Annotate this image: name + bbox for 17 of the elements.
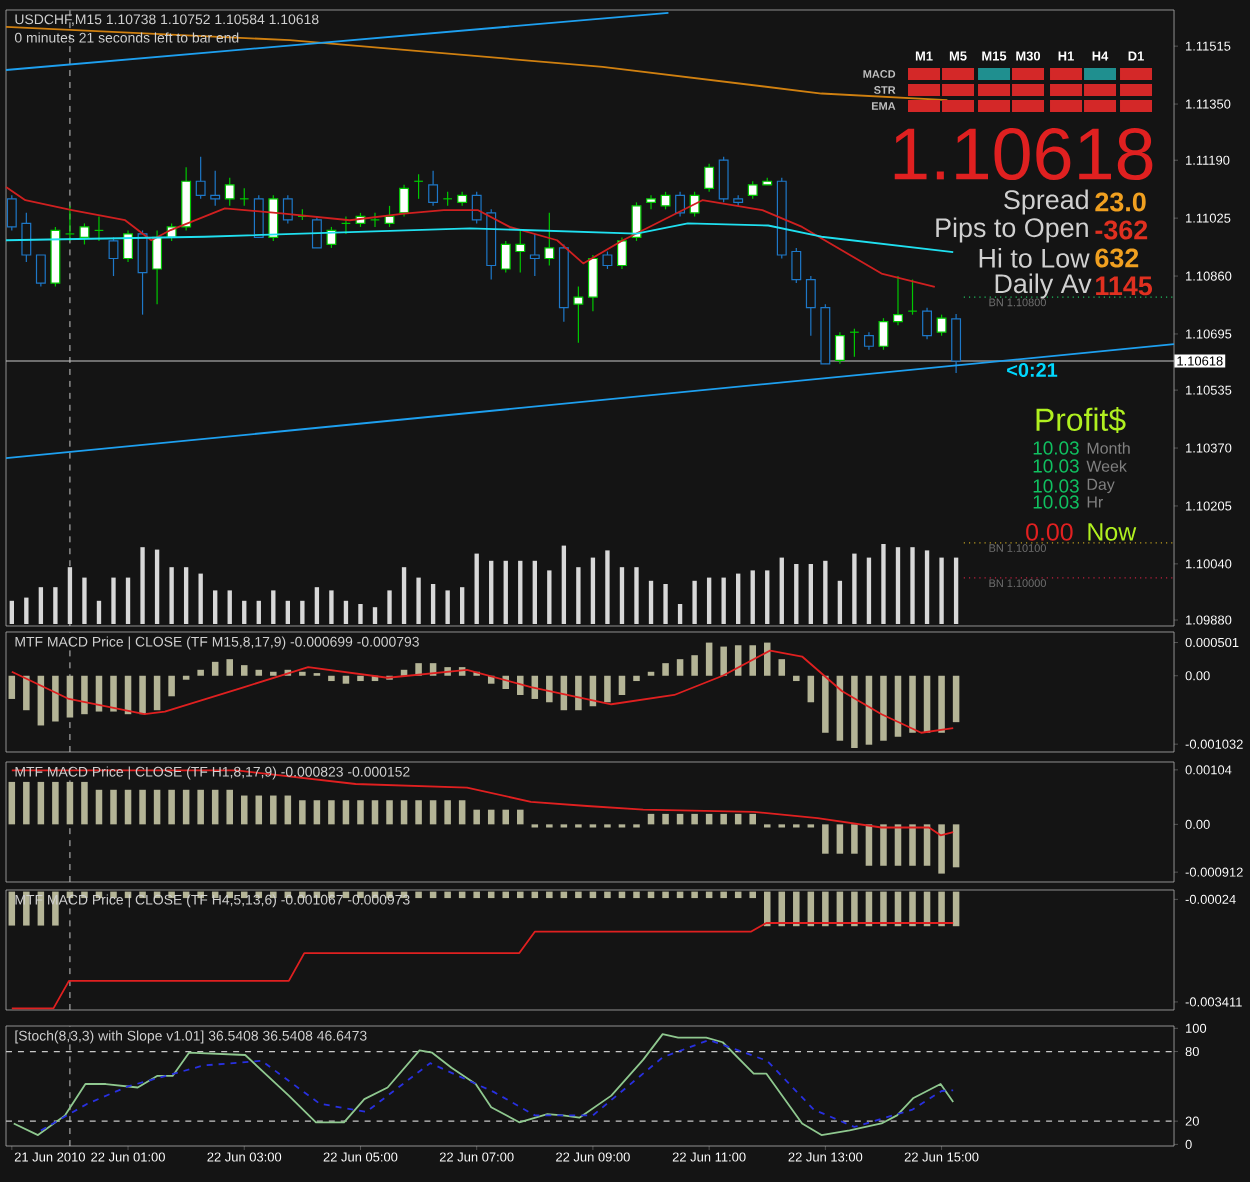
annotation: Profit$ xyxy=(1036,407,1126,433)
annotation: 10.03 xyxy=(1033,441,1079,455)
annotation: Daily Av xyxy=(995,273,1092,299)
annotation: 632 xyxy=(1095,248,1139,268)
annotation: 23.0 xyxy=(1095,192,1146,212)
annotation: Now xyxy=(1088,523,1137,541)
annotation: <0:21 xyxy=(1007,362,1058,378)
annotation: 1.10618 xyxy=(894,127,1153,181)
annotation: -362 xyxy=(1095,220,1148,240)
annotation: 1145 xyxy=(1096,276,1153,296)
annotation: 10.03 xyxy=(1033,479,1079,493)
annotation: 10.03 xyxy=(1033,495,1079,509)
annotation: Hi to Low xyxy=(979,248,1090,268)
annotation: 10.03 xyxy=(1033,459,1079,473)
annotation: Pips to Open xyxy=(936,217,1088,243)
annotation: Spread xyxy=(1004,189,1088,215)
annotation: 0.00 xyxy=(1026,523,1073,541)
